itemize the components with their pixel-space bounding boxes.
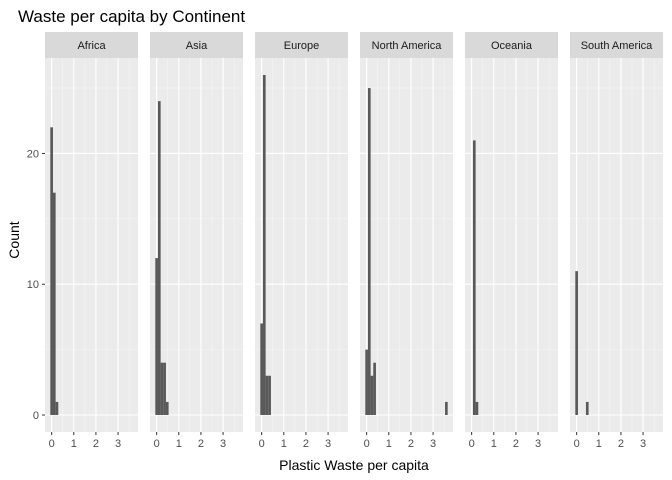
y-axis: 0 10 20 <box>27 148 45 422</box>
histogram-bar <box>52 192 56 415</box>
x-tick-label: 0 <box>364 438 370 450</box>
facet-panel: Asia 0 1 2 3 <box>150 32 243 450</box>
facet-strip-label: South America <box>581 40 653 52</box>
x-tick-label: 3 <box>115 438 121 450</box>
x-tick-label: 3 <box>535 438 541 450</box>
facet-strip <box>465 32 558 58</box>
histogram-bar <box>50 127 53 416</box>
facet-strip <box>150 32 243 58</box>
x-tick-label: 0 <box>259 438 265 450</box>
histogram-bar <box>262 75 266 415</box>
x-tick-label: 3 <box>220 438 226 450</box>
histogram-bar <box>373 362 376 415</box>
x-tick-label: 1 <box>386 438 392 450</box>
y-tick-label: 0 <box>33 410 39 422</box>
histogram-bar <box>367 88 371 416</box>
histogram-bar <box>575 271 578 415</box>
histogram-bar <box>585 401 589 415</box>
histogram-bar <box>155 258 158 415</box>
y-tick-label: 10 <box>27 279 39 291</box>
chart-title: Waste per capita by Continent <box>18 7 245 26</box>
panel-background <box>45 58 138 432</box>
facet-panel: South America 0 1 2 3 <box>570 32 663 450</box>
facet-strip-label: North America <box>372 40 443 52</box>
x-tick-label: 0 <box>49 438 55 450</box>
facet-panel: Europe 0 1 2 3 <box>255 32 348 450</box>
facet-panel: Oceania 0 1 2 3 <box>465 32 558 450</box>
facet-strip <box>360 32 453 58</box>
x-tick-label: 2 <box>198 438 204 450</box>
histogram-bar <box>163 362 166 415</box>
facet-strip <box>255 32 348 58</box>
facet-strip-label: Asia <box>186 40 208 52</box>
histogram-bar <box>165 401 169 415</box>
panel-background <box>570 58 663 432</box>
histogram-bar <box>472 140 476 415</box>
facet-strip <box>570 32 663 58</box>
histogram-bar <box>268 375 271 415</box>
x-tick-label: 1 <box>71 438 77 450</box>
y-tick-label: 20 <box>27 148 39 160</box>
x-tick-label: 2 <box>618 438 624 450</box>
x-tick-label: 2 <box>303 438 309 450</box>
histogram-bar <box>157 101 161 416</box>
x-tick-label: 0 <box>469 438 475 450</box>
histogram-bar <box>265 375 269 415</box>
x-tick-label: 2 <box>408 438 414 450</box>
facet-strip <box>45 32 138 58</box>
histogram-bar <box>365 349 368 415</box>
facet-strip-label: Europe <box>284 40 319 52</box>
x-axis-title: Plastic Waste per capita <box>279 457 429 473</box>
facet-panel: Africa 0 1 2 3 <box>45 32 138 450</box>
x-tick-label: 3 <box>430 438 436 450</box>
x-tick-label: 1 <box>176 438 182 450</box>
x-tick-label: 2 <box>513 438 519 450</box>
facet-panel: North America 0 1 2 3 <box>360 32 453 450</box>
histogram-bar <box>370 375 374 415</box>
histogram-bar <box>445 401 448 415</box>
histogram-bar <box>160 362 164 415</box>
panel-background <box>465 58 558 432</box>
x-tick-label: 3 <box>325 438 331 450</box>
histogram-bar <box>475 401 479 415</box>
x-tick-label: 1 <box>491 438 497 450</box>
panel-background <box>255 58 348 432</box>
x-tick-label: 1 <box>281 438 287 450</box>
x-tick-label: 2 <box>93 438 99 450</box>
facet-strip-label: Africa <box>77 40 106 52</box>
x-tick-label: 0 <box>574 438 580 450</box>
histogram-bar <box>260 323 263 415</box>
x-tick-label: 0 <box>154 438 160 450</box>
histogram-bar <box>55 401 59 415</box>
facet-strip-label: Oceania <box>491 40 533 52</box>
y-axis-title: Count <box>6 221 22 258</box>
x-tick-label: 3 <box>640 438 646 450</box>
x-tick-label: 1 <box>596 438 602 450</box>
